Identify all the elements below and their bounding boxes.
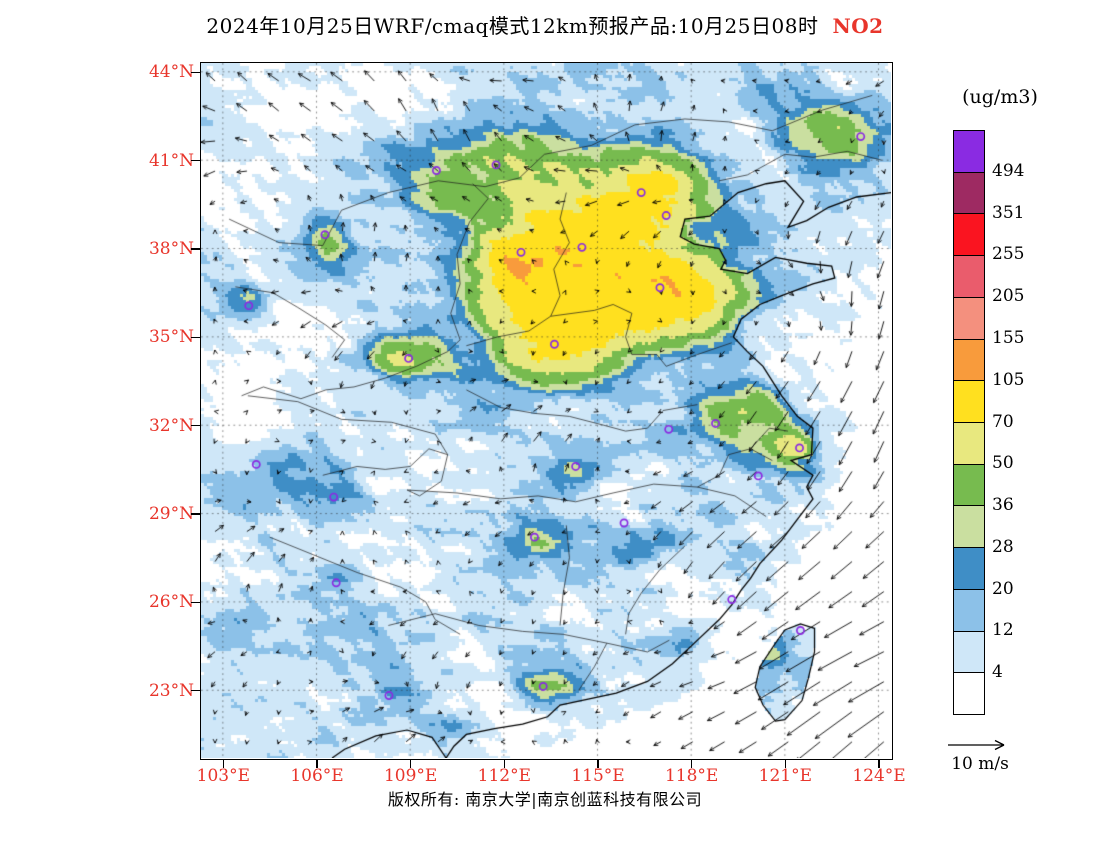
- lon-tick-label: 112°E: [477, 766, 532, 786]
- copyright-footer: 版权所有: 南京大学|南京创蓝科技有限公司: [387, 790, 703, 809]
- lon-tick-mark: [222, 760, 225, 768]
- colorbar-tick-label: 205: [992, 286, 1025, 307]
- colorbar-segment: [954, 380, 984, 423]
- colorbar-tick-label: 155: [992, 327, 1025, 348]
- colorbar-segment: [954, 588, 984, 631]
- map-plot-area: [200, 62, 893, 760]
- lon-tick-label: 115°E: [571, 766, 625, 786]
- colorbar: [953, 130, 985, 715]
- lon-tick-label: 103°E: [196, 766, 251, 786]
- colorbar-tick-label: 255: [992, 244, 1025, 265]
- lon-tick-mark: [316, 760, 318, 768]
- lon-tick-mark: [878, 760, 880, 768]
- lat-tick-mark: [191, 336, 200, 339]
- lat-tick-mark: [191, 248, 200, 250]
- chart-title-main: 2024年10月25日WRF/cmaq模式12km预报产品:10月25日08时: [206, 14, 819, 38]
- lon-tick-label: 109°E: [383, 766, 438, 786]
- colorbar-tick-label: 494: [992, 160, 1025, 181]
- map-canvas: [201, 63, 891, 758]
- colorbar-segment: [954, 463, 984, 506]
- colorbar-labels: 494 351 255 205 155 105 70 50 36 28 20 12 4: [992, 130, 1062, 715]
- lat-tick-mark: [191, 601, 200, 604]
- lat-tick-label: 29°N: [148, 504, 194, 525]
- colorbar-segment: [954, 672, 984, 715]
- lon-tick-mark: [784, 760, 787, 768]
- colorbar-segment: [954, 630, 984, 673]
- lon-tick-mark: [690, 760, 693, 768]
- wind-reference-arrow: [948, 739, 1005, 751]
- lat-tick-label: 26°N: [148, 592, 194, 613]
- lon-tick-label: 124°E: [852, 766, 906, 786]
- colorbar-tick-label: 351: [992, 202, 1025, 223]
- lat-tick-label: 32°N: [148, 415, 194, 436]
- lat-tick-label: 41°N: [148, 150, 194, 171]
- colorbar-tick-label: 50: [992, 453, 1014, 474]
- lat-tick-label: 23°N: [148, 680, 194, 701]
- colorbar-segment: [954, 338, 984, 381]
- lat-tick-mark: [191, 71, 200, 74]
- chart-title: 2024年10月25日WRF/cmaq模式12km预报产品:10月25日08时 N…: [0, 10, 1090, 39]
- colorbar-segment: [954, 131, 984, 172]
- lat-tick-label: 44°N: [148, 62, 194, 83]
- colorbar-tick-label: 4: [992, 662, 1003, 683]
- colorbar-segment: [954, 213, 984, 256]
- colorbar-segment: [954, 296, 984, 339]
- colorbar-segment: [954, 547, 984, 589]
- colorbar-tick-label: 105: [992, 369, 1025, 390]
- chart-title-species: NO2: [832, 14, 884, 38]
- colorbar-tick-label: 36: [992, 495, 1014, 516]
- lon-tick-mark: [503, 760, 506, 768]
- colorbar-tick-label: 20: [992, 578, 1014, 599]
- colorbar-tick-label: 12: [992, 620, 1014, 641]
- colorbar-segment: [954, 422, 984, 464]
- wind-legend-label: 10 m/s: [951, 754, 1009, 774]
- lon-tick-label: 118°E: [664, 766, 719, 786]
- colorbar-tick-label: 28: [992, 536, 1014, 557]
- colorbar-segment: [954, 255, 984, 297]
- colorbar-units: (ug/m3): [962, 86, 1038, 108]
- lat-tick-mark: [191, 513, 200, 515]
- lon-tick-mark: [409, 760, 412, 768]
- lat-tick-mark: [191, 159, 200, 162]
- lat-tick-mark: [191, 425, 200, 427]
- lon-tick-mark: [597, 760, 599, 768]
- lat-tick-label: 35°N: [148, 327, 194, 348]
- colorbar-segment: [954, 171, 984, 214]
- lat-tick-label: 38°N: [148, 239, 194, 260]
- colorbar-tick-label: 70: [992, 411, 1014, 432]
- lat-tick-mark: [191, 690, 200, 692]
- colorbar-segment: [954, 505, 984, 548]
- lon-tick-label: 121°E: [758, 766, 813, 786]
- lon-tick-label: 106°E: [290, 766, 344, 786]
